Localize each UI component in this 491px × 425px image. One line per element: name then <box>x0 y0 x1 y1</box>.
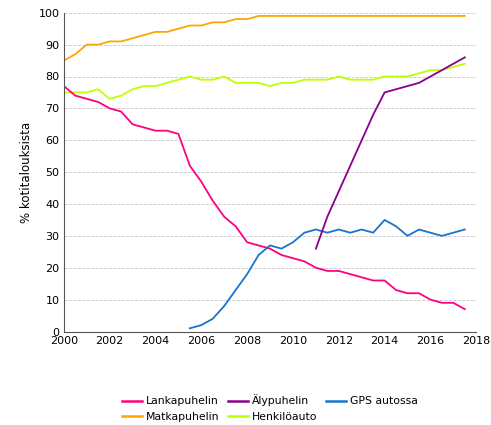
Legend: Lankapuhelin, Matkapuhelin, Älypuhelin, Henkilöauto, GPS autossa: Lankapuhelin, Matkapuhelin, Älypuhelin, … <box>122 394 418 422</box>
Y-axis label: % kotitalouksista: % kotitalouksista <box>20 122 33 223</box>
